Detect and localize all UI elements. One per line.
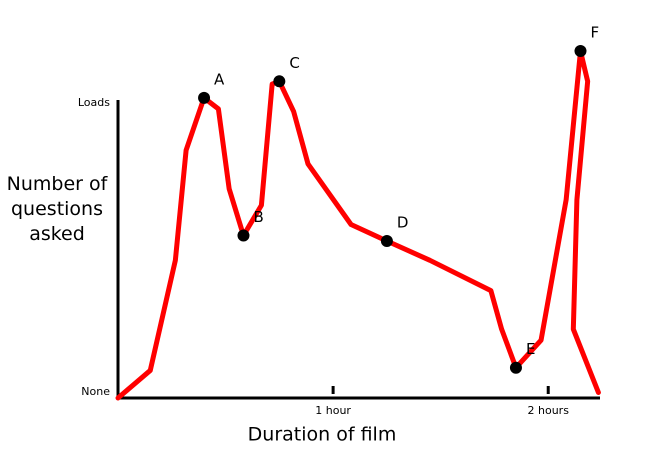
y-tick-label: Loads bbox=[78, 96, 110, 109]
y-axis-label: Number of questions asked bbox=[6, 173, 108, 245]
point-label: B bbox=[253, 208, 263, 226]
point bbox=[198, 91, 211, 104]
x-tick-label: 1 hour bbox=[315, 404, 351, 417]
point-label: C bbox=[289, 54, 299, 72]
point-label: F bbox=[590, 24, 599, 42]
point bbox=[237, 229, 250, 242]
x-tick-label: 2 hours bbox=[528, 404, 570, 417]
point bbox=[273, 75, 286, 88]
point bbox=[509, 361, 522, 374]
point bbox=[380, 235, 393, 248]
y-tick-label: None bbox=[81, 385, 110, 398]
point-label: E bbox=[526, 340, 535, 358]
x-axis-label: Duration of film bbox=[248, 424, 397, 446]
point bbox=[574, 45, 587, 58]
point-label: A bbox=[214, 70, 225, 88]
point-label: D bbox=[397, 214, 409, 232]
